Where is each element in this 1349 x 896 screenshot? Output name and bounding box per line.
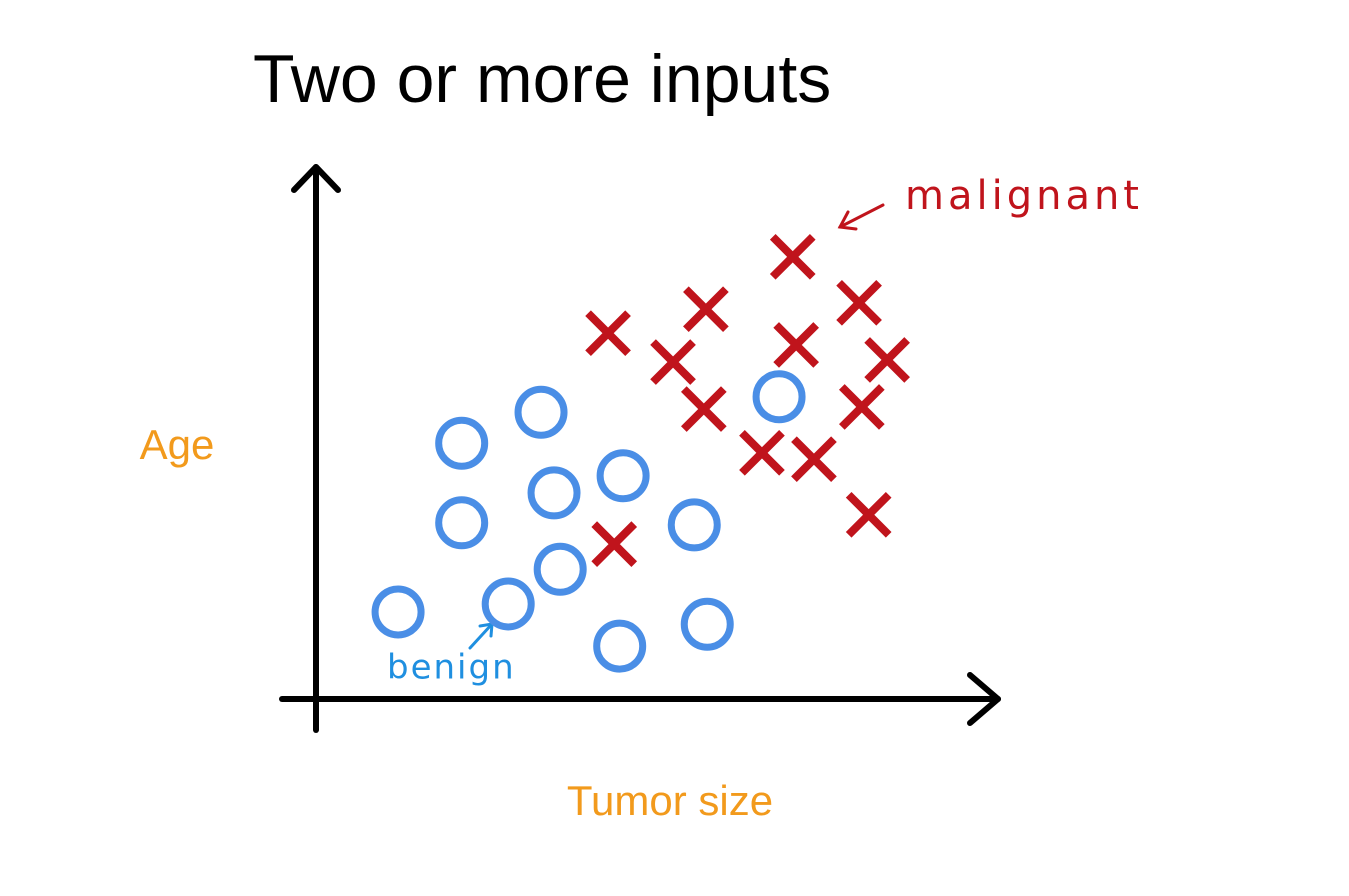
y-axis-label: Age	[140, 421, 215, 468]
malignant-point	[585, 310, 631, 357]
malignant-point	[791, 436, 837, 483]
malignant-point	[864, 337, 910, 383]
malignant-point	[773, 322, 819, 368]
x-axis-arrow	[967, 672, 1001, 726]
benign-annotation: benign	[387, 648, 516, 688]
malignant-annotation: malignant	[905, 173, 1143, 219]
malignant-point	[683, 286, 729, 333]
benign-point	[514, 385, 568, 439]
benign-point	[596, 449, 650, 503]
benign-point	[752, 370, 806, 424]
axes	[279, 164, 1001, 733]
y-axis-arrow	[291, 164, 341, 193]
benign-point	[667, 498, 721, 552]
benign-point	[435, 496, 489, 550]
malignant-point	[650, 339, 696, 385]
annotations	[468, 203, 885, 650]
benign-point	[527, 466, 581, 520]
x-axis-label: Tumor size	[567, 777, 773, 824]
malignant-point	[591, 521, 638, 567]
malignant-arrowhead	[837, 210, 858, 231]
benign-point	[680, 597, 734, 651]
malignant-point	[739, 429, 785, 476]
chart-title: Two or more inputs	[253, 41, 831, 117]
malignant-point	[845, 491, 892, 538]
malignant-point	[839, 384, 885, 430]
malignant-arrow	[838, 203, 885, 229]
malignant-point	[680, 386, 727, 432]
benign-point	[593, 619, 647, 673]
benign-point	[435, 416, 489, 470]
benign-point	[481, 577, 535, 631]
malignant-point	[836, 279, 882, 326]
benign-point	[533, 542, 587, 596]
malignant-point	[769, 234, 816, 280]
benign-point	[371, 585, 425, 639]
benign-arrow	[468, 622, 494, 650]
